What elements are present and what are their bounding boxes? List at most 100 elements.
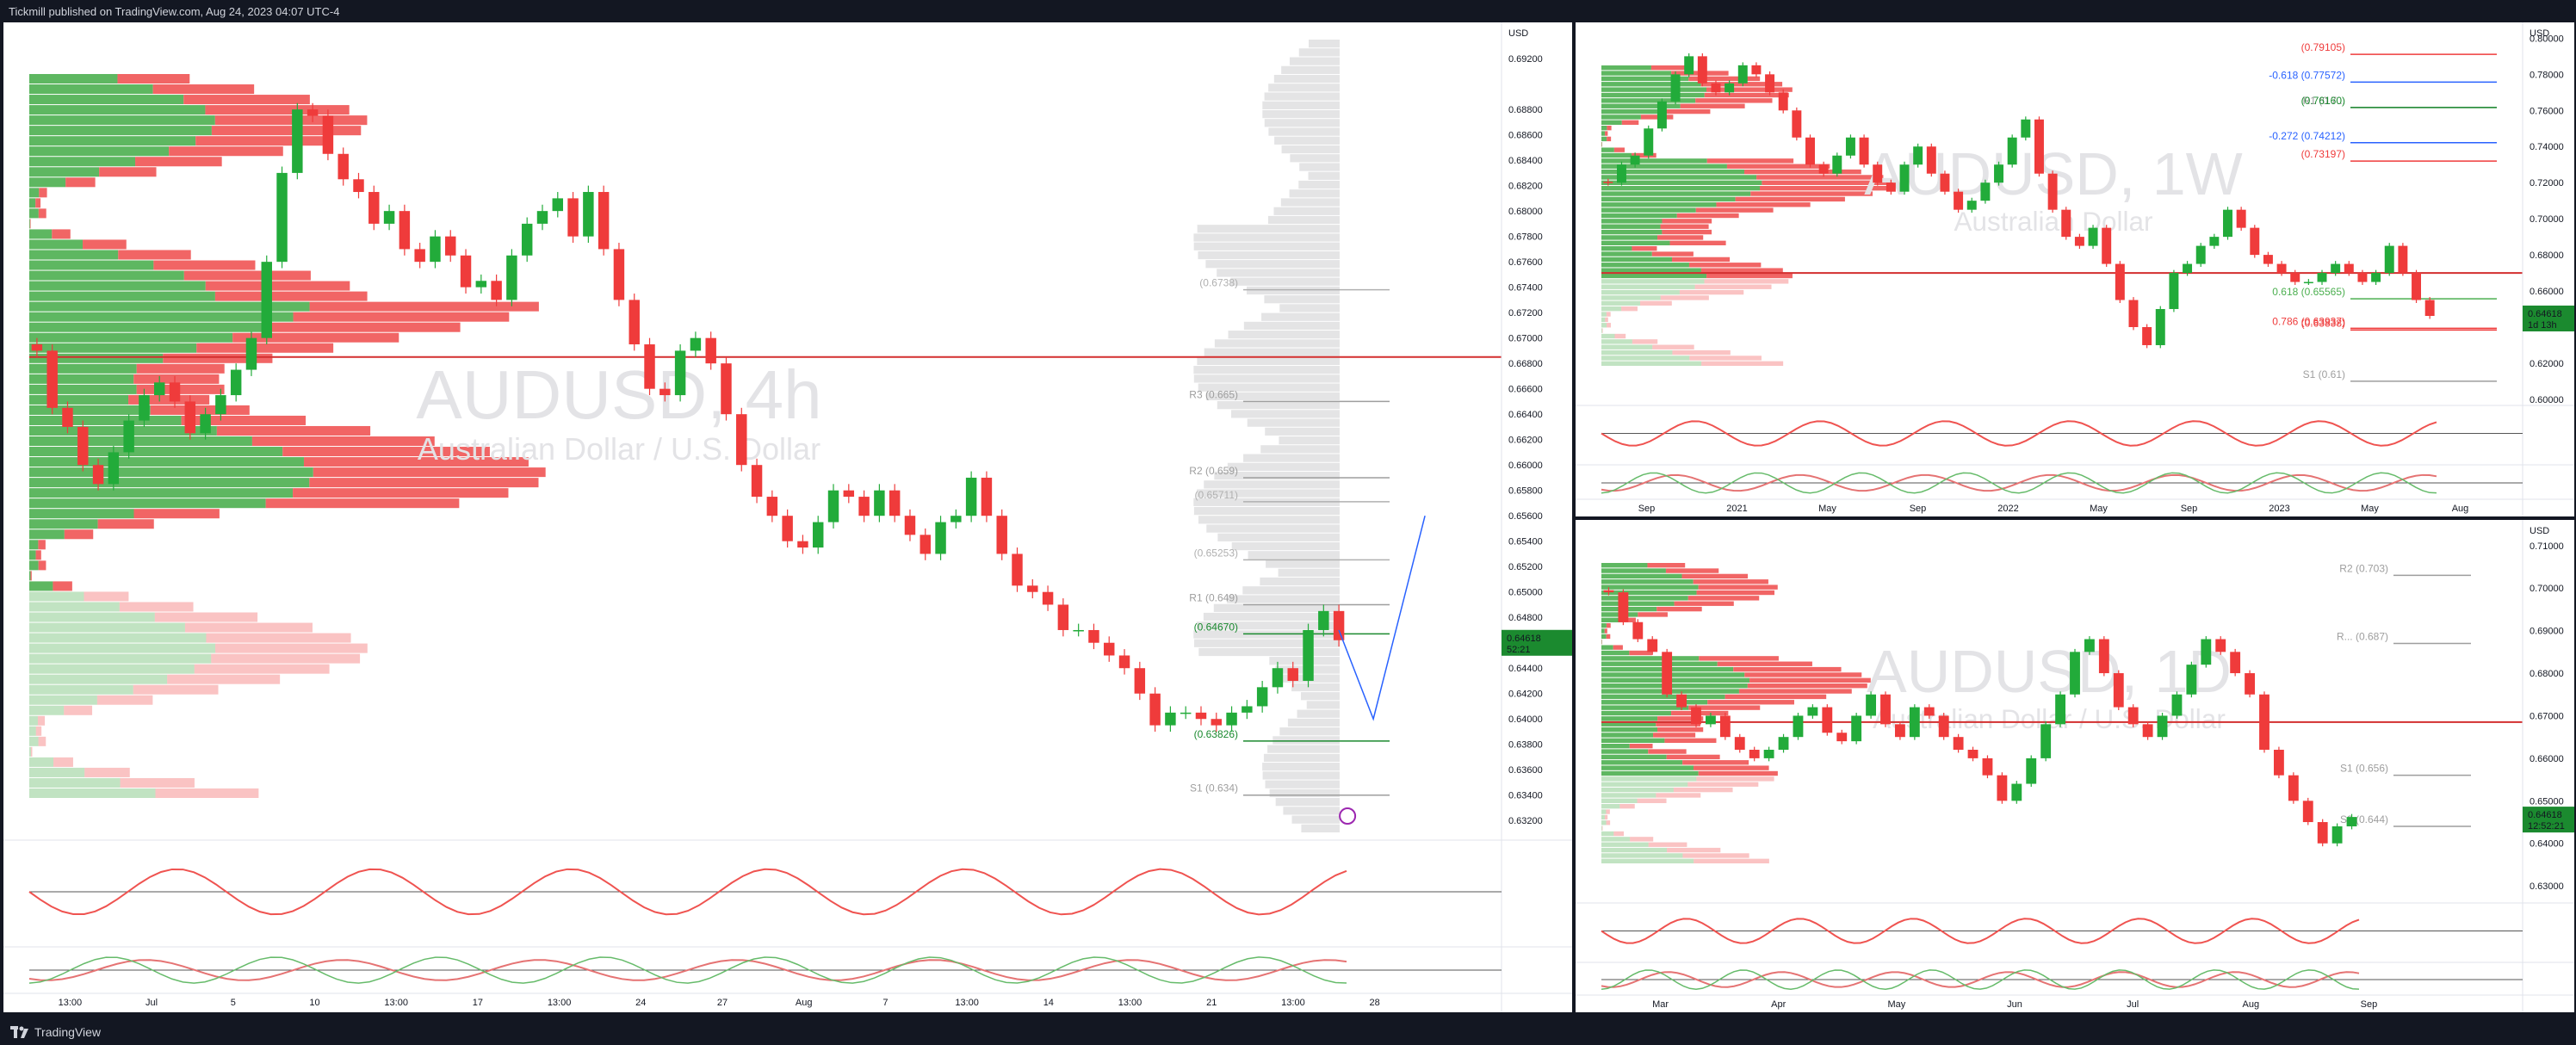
volume-profile-bar-buy	[29, 208, 39, 219]
volume-profile-bar-sell	[99, 167, 157, 177]
volume-profile-bar-buy	[1601, 323, 1607, 328]
candle-body	[1832, 155, 1842, 174]
price-axis-bg	[2523, 520, 2574, 1012]
candle-body	[2157, 715, 2168, 738]
level-label: S1 (0.634)	[1190, 782, 1238, 795]
candle-body	[92, 465, 104, 485]
volume-profile-bar-buy	[1601, 300, 1641, 306]
volume-profile-bar-sell	[1607, 323, 1611, 328]
volume-profile-bar-buy	[1601, 339, 1632, 344]
price-tick-label: 0.62000	[2530, 359, 2564, 369]
price-tick-label: 0.68200	[1508, 182, 1543, 192]
price-tick-label: 0.68400	[1508, 156, 1543, 166]
candle-body	[2113, 673, 2124, 708]
volume-profile-bar-buy	[1601, 623, 1607, 628]
price-tick-label: 0.67800	[1508, 232, 1543, 243]
price-axis: USD 0.69200 0.68800 0.68600 0.68400 0.68200 0.…	[1501, 22, 1572, 1012]
candle-body	[1333, 610, 1345, 640]
volume-profile-bar-sell	[293, 312, 510, 322]
level-label: (0.65253)	[1194, 547, 1238, 559]
volume-profile-bar-sell	[37, 715, 46, 726]
candle-body	[31, 344, 43, 351]
volume-profile-bar-sell	[211, 126, 362, 136]
volume-profile-bar-buy	[29, 250, 119, 260]
volume-profile-bar-buy	[29, 436, 252, 447]
volume-profile-bar-buy	[1601, 710, 1672, 716]
volume-profile-bar-buy	[1601, 120, 1622, 125]
session-volume-profile	[1193, 40, 1340, 832]
volume-profile-bar-buy	[1601, 798, 1638, 803]
candle-body	[1616, 164, 1626, 183]
tradingview-logo[interactable]: TradingView	[10, 1025, 101, 1039]
volume-profile-bar-sell	[1666, 754, 1720, 760]
volume-profile-bar-sell	[1647, 563, 1686, 568]
candle-body	[1994, 164, 2004, 183]
candle-body	[1691, 707, 1701, 725]
volume-profile-bar-sell	[163, 353, 273, 363]
price-tick-label: 0.68000	[2530, 669, 2564, 679]
time-tick-label: 21	[1206, 998, 1217, 1008]
volume-profile-bar-sell	[216, 425, 371, 436]
volume-profile-bar-sell	[1704, 92, 1789, 98]
candle-body	[430, 236, 441, 263]
volume-profile-bar-buy	[1601, 349, 1673, 356]
session-volume-bar	[1196, 621, 1340, 630]
time-tick-label: 13:00	[548, 998, 572, 1008]
volume-profile-bar-sell	[206, 633, 351, 643]
candle-body	[2346, 817, 2357, 826]
chart-pane-daily[interactable]: AUDUSD, 1D Australian Dollar / U.S. Dolla…	[1576, 520, 2574, 1012]
volume-profile-bar-sell	[1652, 344, 1694, 349]
volume-profile-bar-sell	[1750, 191, 1873, 196]
session-volume-bar	[1262, 771, 1340, 780]
session-volume-bar	[1247, 418, 1340, 427]
candle-body	[1662, 652, 1673, 695]
candle-body	[1272, 668, 1284, 688]
volume-profile-bar-sell	[1632, 339, 1658, 344]
session-volume-bar	[1197, 225, 1340, 233]
candle-body	[1822, 707, 1833, 733]
price-axis-bg	[1502, 22, 1572, 1012]
volume-profile-bar-sell	[83, 239, 127, 250]
volume-profile-bar-buy	[29, 74, 118, 84]
session-volume-bar	[1231, 410, 1340, 418]
volume-profile-bar-buy	[1601, 847, 1668, 853]
candle-body	[1836, 733, 1848, 742]
volume-profile-bar-buy	[29, 746, 31, 757]
time-tick-label: May	[2090, 504, 2108, 514]
volume-profile-bar-buy	[29, 374, 134, 384]
candle-body	[583, 192, 594, 237]
volume-profile-bar-buy	[1601, 229, 1663, 235]
volume-profile-bar-sell	[194, 664, 330, 674]
candle-body	[1966, 201, 1977, 210]
session-volume-bar	[1262, 763, 1340, 771]
candle-body	[1805, 137, 1815, 165]
candle-body	[353, 179, 364, 193]
session-volume-bar	[1289, 189, 1340, 198]
volume-profile-bar-sell	[97, 519, 154, 529]
time-tick-label: Aug	[796, 998, 813, 1008]
price-tick-label: 0.66800	[1508, 359, 1543, 369]
price-tick-label: 0.65000	[1508, 588, 1543, 598]
chart-pane-4h[interactable]: AUDUSD, 4h Australian Dollar / U.S. Dolla…	[3, 22, 1572, 1012]
time-tick-label: Jun	[2007, 999, 2022, 1010]
session-volume-bar	[1273, 74, 1340, 83]
candle-body	[1953, 737, 1964, 751]
volume-profile-bar-buy	[29, 726, 36, 736]
volume-profile-bar-buy	[1601, 224, 1661, 229]
volume-profile-bar-sell	[133, 374, 220, 384]
session-volume-bar	[1227, 595, 1340, 603]
volume-profile-bar-sell	[38, 540, 46, 550]
volume-profile-bar-sell	[29, 219, 31, 229]
volume-profile-bar-sell	[183, 95, 310, 105]
volume-profile-bar-sell	[1629, 744, 1653, 749]
candle-body	[1845, 137, 1855, 156]
candle-body	[2303, 281, 2313, 284]
candle-body	[200, 414, 211, 434]
volume-profile-bar-buy	[1601, 617, 1620, 622]
candle-body	[276, 172, 288, 263]
price-tick-label: 0.67000	[2530, 711, 2564, 721]
time-axis: Mar Apr May Jun Jul Aug Sep	[1576, 994, 2574, 1010]
session-volume-bar	[1198, 383, 1340, 392]
price-tick-label: 0.72000	[2530, 178, 2564, 189]
